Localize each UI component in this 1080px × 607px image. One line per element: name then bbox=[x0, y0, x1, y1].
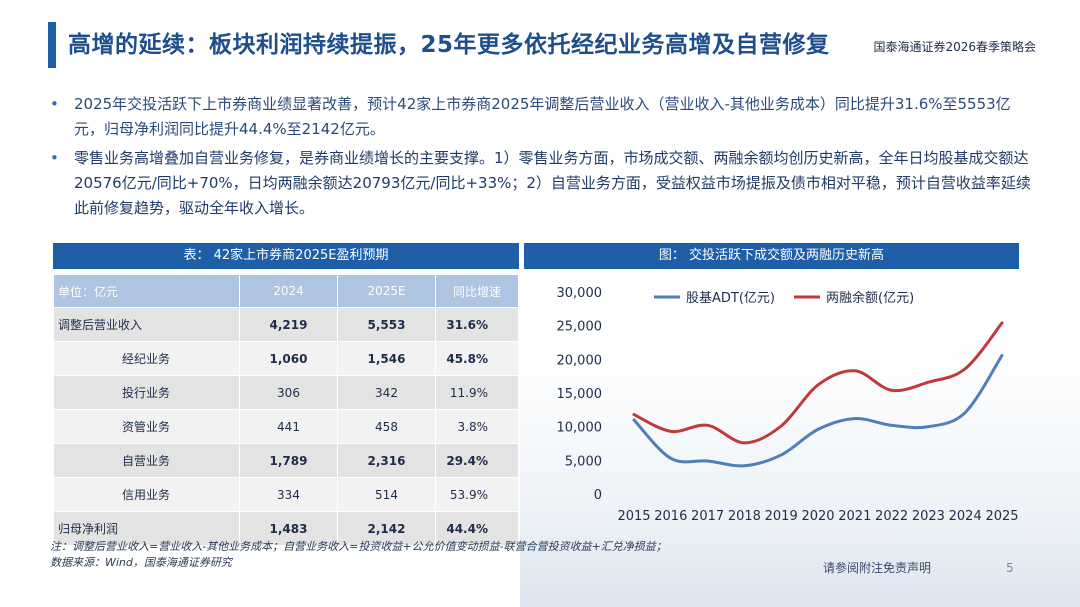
value-2025e: 514 bbox=[337, 477, 436, 512]
column-header: 同比增速 bbox=[435, 274, 519, 308]
series-line-margin-balance bbox=[632, 321, 1004, 445]
series-line-stock-fund-adt bbox=[632, 353, 1004, 468]
y-tick-label: 25,000 bbox=[557, 320, 603, 335]
legend-label: 两融余额(亿元) bbox=[826, 290, 914, 306]
yoy-growth: 3.8% bbox=[435, 409, 519, 444]
x-tick-label: 2025 bbox=[985, 509, 1018, 524]
value-2024: 334 bbox=[239, 477, 338, 512]
yoy-growth: 31.6% bbox=[435, 307, 519, 342]
value-2024: 1,060 bbox=[239, 341, 338, 376]
table-row: 投行业务 306 342 11.9% bbox=[53, 375, 519, 410]
value-2025e: 5,553 bbox=[337, 307, 436, 342]
bullet-item: • 零售业务高增叠加自营业务修复，是券商业绩增长的主要支撑。1）零售业务方面，市… bbox=[50, 146, 1035, 221]
y-tick-label: 10,000 bbox=[557, 421, 603, 436]
value-2024: 441 bbox=[239, 409, 338, 444]
value-2024: 1,483 bbox=[239, 511, 338, 546]
title-accent-bar bbox=[48, 22, 56, 68]
x-tick-label: 2021 bbox=[838, 509, 871, 524]
x-tick-label: 2017 bbox=[691, 509, 724, 524]
table-row: 归母净利润 1,483 2,142 44.4% bbox=[53, 511, 519, 546]
row-label: 投行业务 bbox=[53, 375, 240, 410]
x-tick-label: 2024 bbox=[949, 509, 982, 524]
x-tick-label: 2015 bbox=[617, 509, 650, 524]
yoy-growth: 11.9% bbox=[435, 375, 519, 410]
note-line: 注：调整后营业收入=营业收入-其他业务成本；自营业务收入=投资收益+公允价值变动… bbox=[50, 540, 667, 553]
row-label: 经纪业务 bbox=[53, 341, 240, 376]
yoy-growth: 53.9% bbox=[435, 477, 519, 512]
table-header-row: 单位：亿元 2024 2025E 同比增速 bbox=[53, 274, 519, 308]
column-header: 单位：亿元 bbox=[53, 274, 240, 308]
yoy-growth: 29.4% bbox=[435, 443, 519, 478]
yoy-growth: 44.4% bbox=[435, 511, 519, 546]
source-line: 数据来源：Wind，国泰海通证券研究 bbox=[50, 556, 232, 569]
table-row: 调整后营业收入 4,219 5,553 31.6% bbox=[53, 307, 519, 342]
y-tick-label: 15,000 bbox=[557, 387, 603, 402]
bullet-text: 零售业务高增叠加自营业务修复，是券商业绩增长的主要支撑。1）零售业务方面，市场成… bbox=[74, 149, 1031, 217]
x-tick-label: 2022 bbox=[875, 509, 908, 524]
table-note: 注：调整后营业收入=营业收入-其他业务成本；自营业务收入=投资收益+公允价值变动… bbox=[50, 539, 770, 571]
value-2024: 4,219 bbox=[239, 307, 338, 342]
conference-brand: 国泰海通证券2026春季策略会 bbox=[873, 40, 1036, 54]
page-number: 5 bbox=[1006, 561, 1014, 575]
x-tick-label: 2020 bbox=[801, 509, 834, 524]
earnings-table: 单位：亿元 2024 2025E 同比增速 调整后营业收入 4,219 5,553 3… bbox=[53, 274, 519, 546]
x-tick-label: 2018 bbox=[728, 509, 761, 524]
row-label: 归母净利润 bbox=[53, 511, 240, 546]
table-title: 表： 42家上市券商2025E盈利预期 bbox=[53, 243, 519, 269]
row-label: 调整后营业收入 bbox=[53, 307, 240, 342]
page-title: 高增的延续：板块利润持续提振，25年更多依托经纪业务高增及自营修复 bbox=[68, 32, 830, 58]
legend-label: 股基ADT(亿元) bbox=[686, 291, 775, 306]
y-tick-label: 5,000 bbox=[565, 454, 602, 469]
y-tick-label: 30,000 bbox=[557, 286, 603, 301]
bullet-list: • 2025年交投活跃下上市券商业绩显著改善，预计42家上市券商2025年调整后… bbox=[50, 92, 1035, 225]
value-2025e: 342 bbox=[337, 375, 436, 410]
background-mist bbox=[520, 347, 1080, 607]
value-2025e: 1,546 bbox=[337, 341, 436, 376]
y-tick-label: 0 bbox=[594, 488, 602, 503]
row-label: 自营业务 bbox=[53, 443, 240, 478]
table-row: 信用业务 334 514 53.9% bbox=[53, 477, 519, 512]
table-row: 资管业务 441 458 3.8% bbox=[53, 409, 519, 444]
bullet-item: • 2025年交投活跃下上市券商业绩显著改善，预计42家上市券商2025年调整后… bbox=[50, 92, 1035, 142]
line-chart: 0 5,000 10,000 15,000 20,000 25,000 30,000 2015… bbox=[557, 286, 1019, 524]
value-2024: 1,789 bbox=[239, 443, 338, 478]
yoy-growth: 45.8% bbox=[435, 341, 519, 376]
disclaimer-text: 请参阅附注免责声明 bbox=[823, 561, 932, 575]
bullet-dot: • bbox=[50, 149, 59, 167]
x-tick-label: 2023 bbox=[912, 509, 945, 524]
value-2024: 306 bbox=[239, 375, 338, 410]
x-tick-label: 2019 bbox=[765, 509, 798, 524]
bullet-text: 2025年交投活跃下上市券商业绩显著改善，预计42家上市券商2025年调整后营业… bbox=[74, 95, 1011, 138]
chart-title: 图： 交投活跃下成交额及两融历史新高 bbox=[524, 243, 1019, 269]
x-tick-label: 2016 bbox=[654, 509, 687, 524]
value-2025e: 2,316 bbox=[337, 443, 436, 478]
column-header: 2025E bbox=[337, 274, 436, 308]
row-label: 信用业务 bbox=[53, 477, 240, 512]
y-tick-label: 20,000 bbox=[557, 353, 603, 368]
value-2025e: 458 bbox=[337, 409, 436, 444]
column-header: 2024 bbox=[239, 274, 338, 308]
bullet-dot: • bbox=[50, 95, 59, 113]
table-row: 经纪业务 1,060 1,546 45.8% bbox=[53, 341, 519, 376]
row-label: 资管业务 bbox=[53, 409, 240, 444]
table-row: 自营业务 1,789 2,316 29.4% bbox=[53, 443, 519, 478]
